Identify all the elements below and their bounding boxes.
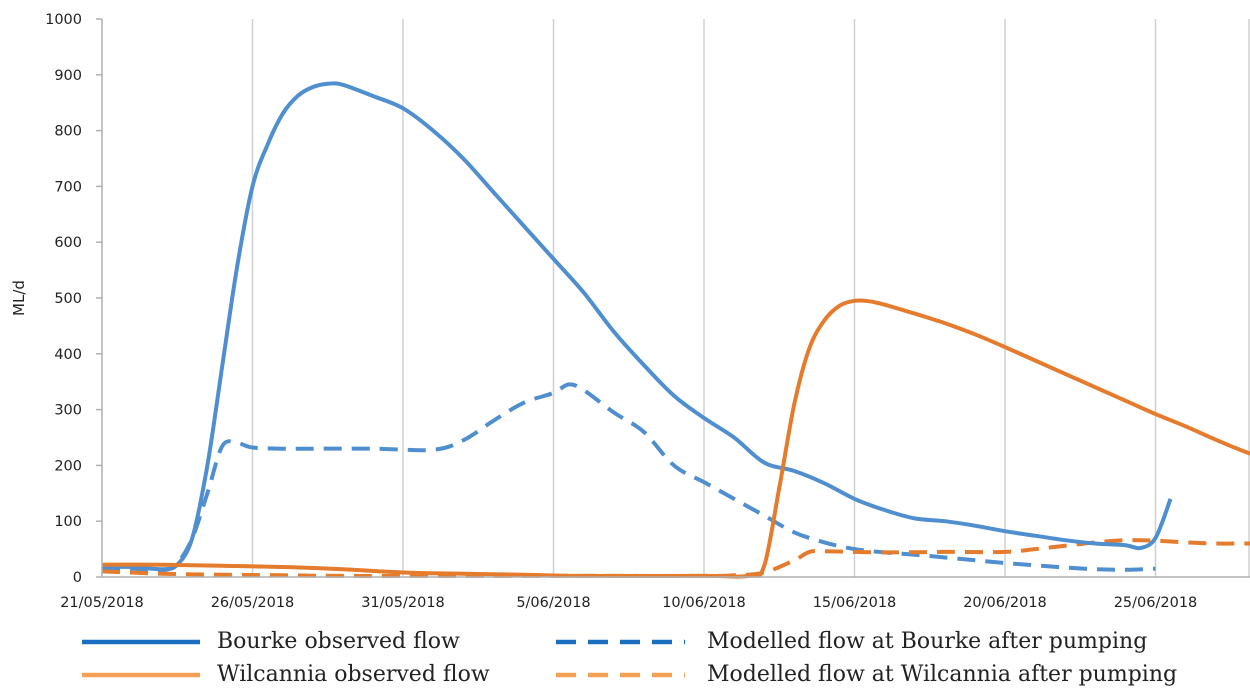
y-tick-label: 400 xyxy=(54,347,82,363)
y-axis-tick-labels: 0 100 200 300 400 500 600 700 800 900 1000 xyxy=(45,12,82,586)
legend-label: Bourke observed flow xyxy=(217,629,460,654)
legend-label: Modelled flow at Bourke after pumping xyxy=(707,629,1147,654)
series-line-modelled-flow-at-wilcannia-after-pumping xyxy=(102,538,1250,578)
y-tick-label: 600 xyxy=(54,235,82,251)
y-tick-label: 500 xyxy=(54,291,82,307)
y-axis-label: ML/d xyxy=(10,280,28,316)
chart-gridlines xyxy=(251,19,1250,577)
y-tick-label: 200 xyxy=(54,458,82,474)
y-tick-label: 300 xyxy=(54,403,82,419)
legend-item: Bourke observed flow xyxy=(82,629,460,654)
legend-item: Modelled flow at Bourke after pumping xyxy=(556,629,1147,654)
series-line-wilcannia-observed-flow xyxy=(102,298,1250,579)
y-tick-label: 800 xyxy=(54,124,82,140)
x-tick-label: 20/06/2018 xyxy=(963,595,1047,611)
legend-label: Modelled flow at Wilcannia after pumping xyxy=(707,662,1177,687)
x-axis-tick-labels: 21/05/2018 26/05/2018 31/05/2018 5/06/2018 1… xyxy=(60,595,1197,611)
chart-series xyxy=(102,81,1250,579)
y-tick-label: 0 xyxy=(73,570,82,586)
y-tick-label: 100 xyxy=(54,514,82,530)
x-tick-label: 26/05/2018 xyxy=(211,595,295,611)
series-line-bourke-observed-flow xyxy=(102,81,1173,572)
x-tick-label: 15/06/2018 xyxy=(813,595,897,611)
series-line-modelled-flow-at-bourke-after-pumping xyxy=(102,382,1156,573)
y-tick-label: 900 xyxy=(54,68,82,84)
x-tick-label: 5/06/2018 xyxy=(516,595,590,611)
y-tick-label: 1000 xyxy=(45,12,82,28)
x-tick-label: 21/05/2018 xyxy=(60,595,144,611)
x-tick-label: 10/06/2018 xyxy=(662,595,746,611)
x-tick-label: 25/06/2018 xyxy=(1114,595,1198,611)
chart-axes xyxy=(96,18,1250,578)
legend-item: Wilcannia observed flow xyxy=(82,662,490,687)
y-tick-label: 700 xyxy=(54,179,82,195)
legend-label: Wilcannia observed flow xyxy=(217,662,490,687)
x-tick-label: 31/05/2018 xyxy=(361,595,445,611)
chart-legend: Bourke observed flow Wilcannia observed f… xyxy=(82,629,1177,687)
legend-item: Modelled flow at Wilcannia after pumping xyxy=(556,662,1177,687)
